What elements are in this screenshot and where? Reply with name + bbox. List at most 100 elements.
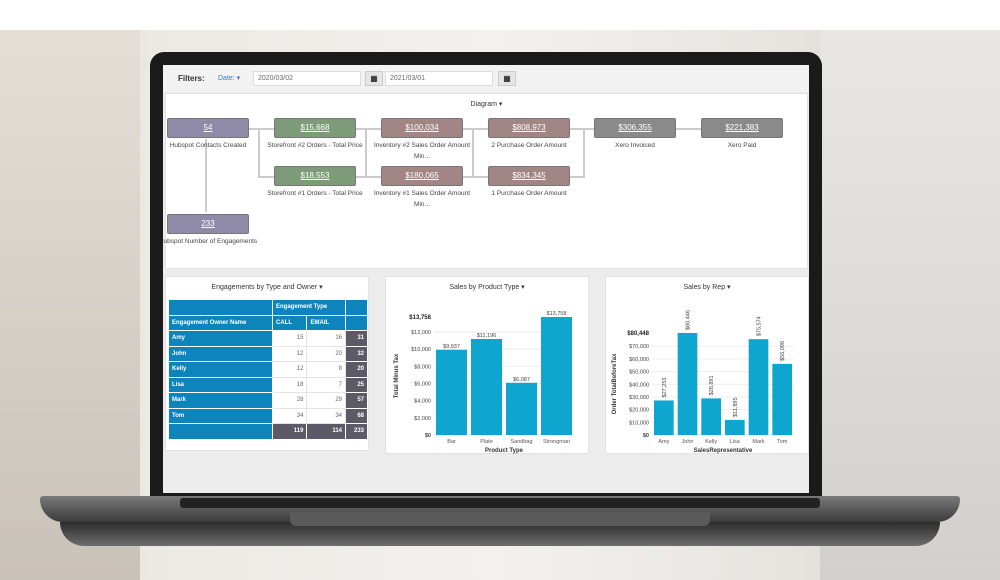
- start-date-input[interactable]: 2020/03/02: [253, 71, 361, 86]
- filter-bar: Filters: Date: ▾ 2020/03/02 ▦ 2021/03/01…: [163, 65, 809, 92]
- y-tick-label: $10,000: [411, 347, 431, 353]
- laptop-keyboard: [180, 498, 820, 508]
- x-tick-label: Lisa: [730, 439, 741, 445]
- y-tick-label: $0: [643, 433, 649, 439]
- row-total: 68: [345, 407, 368, 424]
- email-count: 8: [306, 361, 346, 378]
- row-total: 32: [345, 345, 368, 362]
- diagram-node-label: 1 Purchase Order Amount: [491, 190, 567, 197]
- sales-by-product-panel: Sales by Product Type ▾ $0 $2,000 $4,000 $6…: [385, 276, 589, 454]
- bar: [654, 400, 674, 435]
- y-tick-label: $30,000: [629, 395, 649, 401]
- email-count: 20: [306, 345, 346, 362]
- laptop-lip: [290, 512, 710, 526]
- email-count: 29: [306, 392, 346, 409]
- bar: [677, 333, 698, 435]
- diagram-node[interactable]: $100,034: [381, 118, 463, 138]
- row-total: 31: [345, 330, 368, 347]
- owner-name: Lisa: [168, 376, 273, 393]
- background-room: [820, 30, 1000, 580]
- diagram-node[interactable]: $18,553: [274, 166, 356, 186]
- y-max-label: $13,758: [409, 315, 431, 321]
- y-axis-title: Order TotalBeforeTax: [612, 353, 618, 414]
- bar: [725, 419, 745, 435]
- sales-by-rep-chart: $0 $10,000 $20,000 $30,000 $40,000 $50,000 $60…: [612, 310, 794, 454]
- engagements-panel: Engagements by Type and Owner ▾ Engageme…: [165, 276, 369, 451]
- x-tick-label: Strongman: [543, 439, 570, 445]
- y-tick-label: $8,000: [414, 364, 431, 370]
- table-row: Amy 15 16 31: [168, 330, 368, 347]
- diagram-node[interactable]: $180,065: [381, 166, 463, 186]
- table-row: Tom 34 34 68: [168, 407, 368, 424]
- bar-value-label: $6,087: [513, 377, 530, 383]
- y-max-label: $80,448: [627, 331, 649, 337]
- sales-by-rep-panel: Sales by Rep ▾ $0 $10,000 $20,000 $30,000 $4…: [605, 276, 809, 454]
- diagram-node-label: Hubspot Contacts Created: [169, 142, 247, 149]
- diagram-node-label: Storefront #2 Orders - Total Price: [267, 142, 363, 149]
- diagram-node-label: Storefront #1 Orders - Total Price: [267, 190, 363, 197]
- diagram-node[interactable]: $808,973: [488, 118, 570, 138]
- diagram-node[interactable]: $221,383: [701, 118, 783, 138]
- table-row: John 12 20 32: [168, 345, 368, 362]
- owner-name: Amy: [168, 330, 273, 347]
- bar: [772, 363, 792, 435]
- chart-title[interactable]: Sales by Product Type ▾: [449, 284, 525, 291]
- background-curtain: [0, 30, 140, 580]
- bar-value-label: $80,446: [686, 310, 692, 330]
- calendar-icon[interactable]: ▦: [365, 71, 383, 86]
- bar-value-label: $11,895: [733, 397, 739, 416]
- diagram-node-label: 2 Purchase Order Amount: [491, 142, 567, 149]
- total-call: 119: [271, 423, 308, 440]
- diagram-connectors: [205, 128, 701, 212]
- calendar-icon[interactable]: ▦: [498, 71, 516, 86]
- bar-value-label: $27,253: [662, 378, 668, 398]
- call-count: 15: [271, 330, 308, 347]
- table-row: Lisa 18 7 25: [168, 376, 368, 393]
- bar-value-label: $13,758: [547, 311, 567, 317]
- owner-name: Mark: [168, 392, 273, 409]
- diagram-node-label: Inventory #1 Sales Order Amount Min...: [373, 190, 471, 208]
- table-row: Kelly 12 8 20: [168, 361, 368, 378]
- diagram-node[interactable]: 233: [167, 214, 249, 234]
- col-call: CALL: [271, 314, 308, 331]
- email-count: 7: [306, 376, 346, 393]
- table-row: Mark 28 29 57: [168, 392, 368, 409]
- x-tick-label: Tom: [777, 439, 788, 445]
- y-tick-label: $6,000: [414, 382, 431, 388]
- y-tick-label: $40,000: [629, 382, 649, 388]
- engagements-title[interactable]: Engagements by Type and Owner ▾: [211, 284, 323, 291]
- diagram-node-label: Inventory #2 Sales Order Amount Min...: [373, 142, 471, 160]
- diagram-node[interactable]: $834,345: [488, 166, 570, 186]
- diagram-title[interactable]: Diagram ▾: [470, 101, 503, 108]
- total-email: 114: [306, 423, 346, 440]
- laptop-front: [60, 522, 940, 546]
- call-count: 12: [271, 345, 308, 362]
- y-tick-label: $10,000: [629, 420, 649, 426]
- group-header: Engagement Type: [272, 299, 346, 316]
- grand-total: 233: [345, 423, 368, 440]
- bar-value-label: $28,891: [709, 375, 715, 395]
- call-count: 12: [271, 361, 308, 378]
- background-wall: [0, 0, 1000, 30]
- chart-title[interactable]: Sales by Rep ▾: [683, 284, 731, 291]
- bar-value-label: $56,096: [780, 341, 786, 361]
- bar-value-label: $75,574: [757, 316, 763, 336]
- bar: [748, 339, 769, 435]
- diagram-node-label: Hubspot Number of Engagements: [163, 238, 258, 245]
- y-tick-label: $4,000: [414, 399, 431, 405]
- diagram-node[interactable]: 54: [167, 118, 249, 138]
- diagram-panel: Diagram ▾ 54 Hubspot Contacts Created $15,…: [163, 93, 808, 269]
- diagram-node-label: Xero Paid: [727, 142, 757, 149]
- diagram-node[interactable]: $15,668: [274, 118, 356, 138]
- call-count: 28: [271, 392, 308, 409]
- owner-name: Tom: [168, 407, 273, 424]
- x-tick-label: Plate: [480, 439, 493, 445]
- x-tick-label: Bar: [447, 439, 456, 445]
- row-header: Engagement Owner Name: [168, 314, 273, 331]
- end-date-input[interactable]: 2021/03/01: [385, 71, 493, 86]
- diagram-node[interactable]: $306,355: [594, 118, 676, 138]
- row-total: 57: [345, 392, 368, 409]
- date-dropdown[interactable]: Date: ▾: [218, 75, 241, 82]
- sales-by-product-chart: $0 $2,000 $4,000 $6,000 $8,000 $10,000 $12,000…: [394, 311, 574, 454]
- diagram-node-label: Xero Invoiced: [615, 142, 655, 149]
